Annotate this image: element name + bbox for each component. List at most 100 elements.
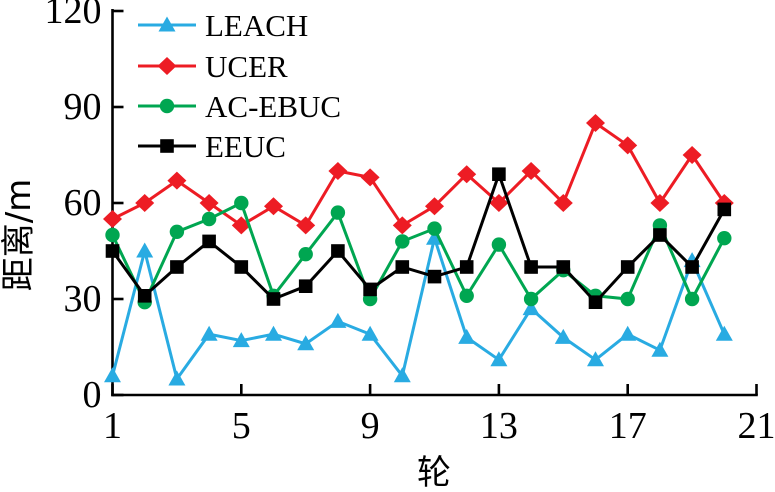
square-marker (459, 260, 474, 274)
legend-item-leach: LEACH (138, 8, 308, 43)
x-axis-title: 轮 (417, 453, 451, 492)
diamond-marker (586, 114, 605, 132)
square-marker (137, 289, 152, 303)
diamond-marker (553, 194, 573, 212)
y-tick-label: 30 (64, 278, 102, 320)
circle-marker (169, 224, 185, 239)
diamond-marker (425, 197, 444, 216)
triangle-marker (554, 328, 572, 344)
triangle-marker (426, 229, 443, 245)
circle-marker (298, 247, 313, 262)
series-eeuc (105, 167, 732, 309)
circle-marker (620, 291, 635, 307)
diamond-marker (103, 210, 122, 228)
triangle-marker (715, 325, 733, 341)
triangle-marker (232, 332, 250, 348)
diamond-marker (360, 168, 380, 187)
diamond-marker (457, 165, 477, 184)
triangle-marker (104, 367, 121, 383)
legend-item-ac-ebuc: AC-EBUC (138, 89, 341, 124)
x-tick-label: 21 (738, 405, 775, 447)
series-ucer (103, 114, 734, 235)
x-tick-label: 9 (361, 405, 380, 447)
circle-marker (459, 288, 474, 303)
square-marker (717, 202, 732, 217)
triangle-marker (619, 325, 637, 341)
square-marker (427, 269, 442, 284)
y-axis-title: 距离/m (0, 179, 39, 292)
triangle-marker (200, 325, 218, 341)
square-marker (685, 260, 699, 274)
legend-item-label: AC-EBUC (205, 89, 341, 124)
circle-marker (395, 234, 410, 249)
series-line (111, 232, 726, 383)
square-marker (620, 260, 635, 274)
circle-marker (684, 291, 700, 307)
triangle-marker (458, 328, 476, 344)
series-leach (104, 229, 733, 386)
x-tick-label: 13 (480, 405, 518, 447)
square-marker (170, 260, 184, 274)
triangle-marker (136, 242, 154, 258)
diamond-marker (199, 194, 219, 212)
square-marker (234, 260, 249, 274)
y-tick-label: 120 (45, 0, 102, 32)
circle-marker (234, 195, 249, 211)
triangle-marker (297, 335, 315, 351)
x-tick-label: 5 (232, 405, 251, 447)
square-marker (492, 167, 506, 181)
diamond-marker (489, 194, 509, 212)
triangle-marker (329, 312, 347, 328)
square-marker (105, 244, 120, 258)
square-marker (266, 292, 281, 306)
diamond-marker (392, 216, 412, 235)
circle-marker (523, 291, 539, 307)
triangle-marker (651, 341, 669, 357)
legend-item-label: UCER (205, 49, 288, 84)
triangle-marker (393, 367, 411, 383)
triangle-marker (168, 370, 186, 386)
square-marker (588, 295, 603, 309)
legend-item-label: LEACH (205, 8, 308, 43)
triangle-marker (361, 325, 379, 341)
square-marker (331, 244, 345, 258)
diamond-marker (521, 162, 541, 180)
diamond-marker (650, 194, 670, 212)
circle-marker (330, 205, 346, 220)
diamond-marker (296, 216, 316, 235)
legend-diamond-marker (157, 57, 177, 75)
circle-marker (491, 237, 507, 252)
legend-square-marker (160, 139, 174, 153)
triangle-marker (522, 300, 540, 316)
data-series (103, 114, 734, 386)
legend-item-label: EEUC (205, 129, 286, 164)
x-tick-label: 1 (103, 405, 122, 447)
circle-marker (105, 227, 120, 243)
legend-circle-marker (159, 98, 175, 114)
square-marker (395, 260, 410, 274)
circle-marker (717, 231, 732, 246)
diamond-marker (167, 171, 187, 190)
square-marker (524, 260, 538, 274)
y-tick-label: 0 (83, 374, 102, 416)
legend-item-eeuc: EEUC (138, 129, 286, 164)
circle-marker (201, 211, 217, 227)
square-marker (202, 234, 216, 249)
x-tick-label: 17 (609, 405, 647, 447)
square-marker (653, 228, 667, 242)
diamond-marker (682, 146, 702, 164)
axes: 0 30 60 90 120 1 5 9 13 17 21 (45, 0, 775, 447)
square-marker (363, 282, 377, 297)
y-tick-label: 60 (64, 182, 102, 224)
diamond-marker (328, 162, 348, 180)
square-marker (298, 279, 313, 293)
y-tick-label: 90 (64, 86, 102, 128)
triangle-marker (490, 351, 508, 367)
legend-item-ucer: UCER (138, 49, 288, 84)
diamond-marker (618, 136, 638, 155)
triangle-marker (587, 351, 604, 367)
square-marker (556, 260, 571, 274)
diamond-marker (264, 197, 283, 216)
